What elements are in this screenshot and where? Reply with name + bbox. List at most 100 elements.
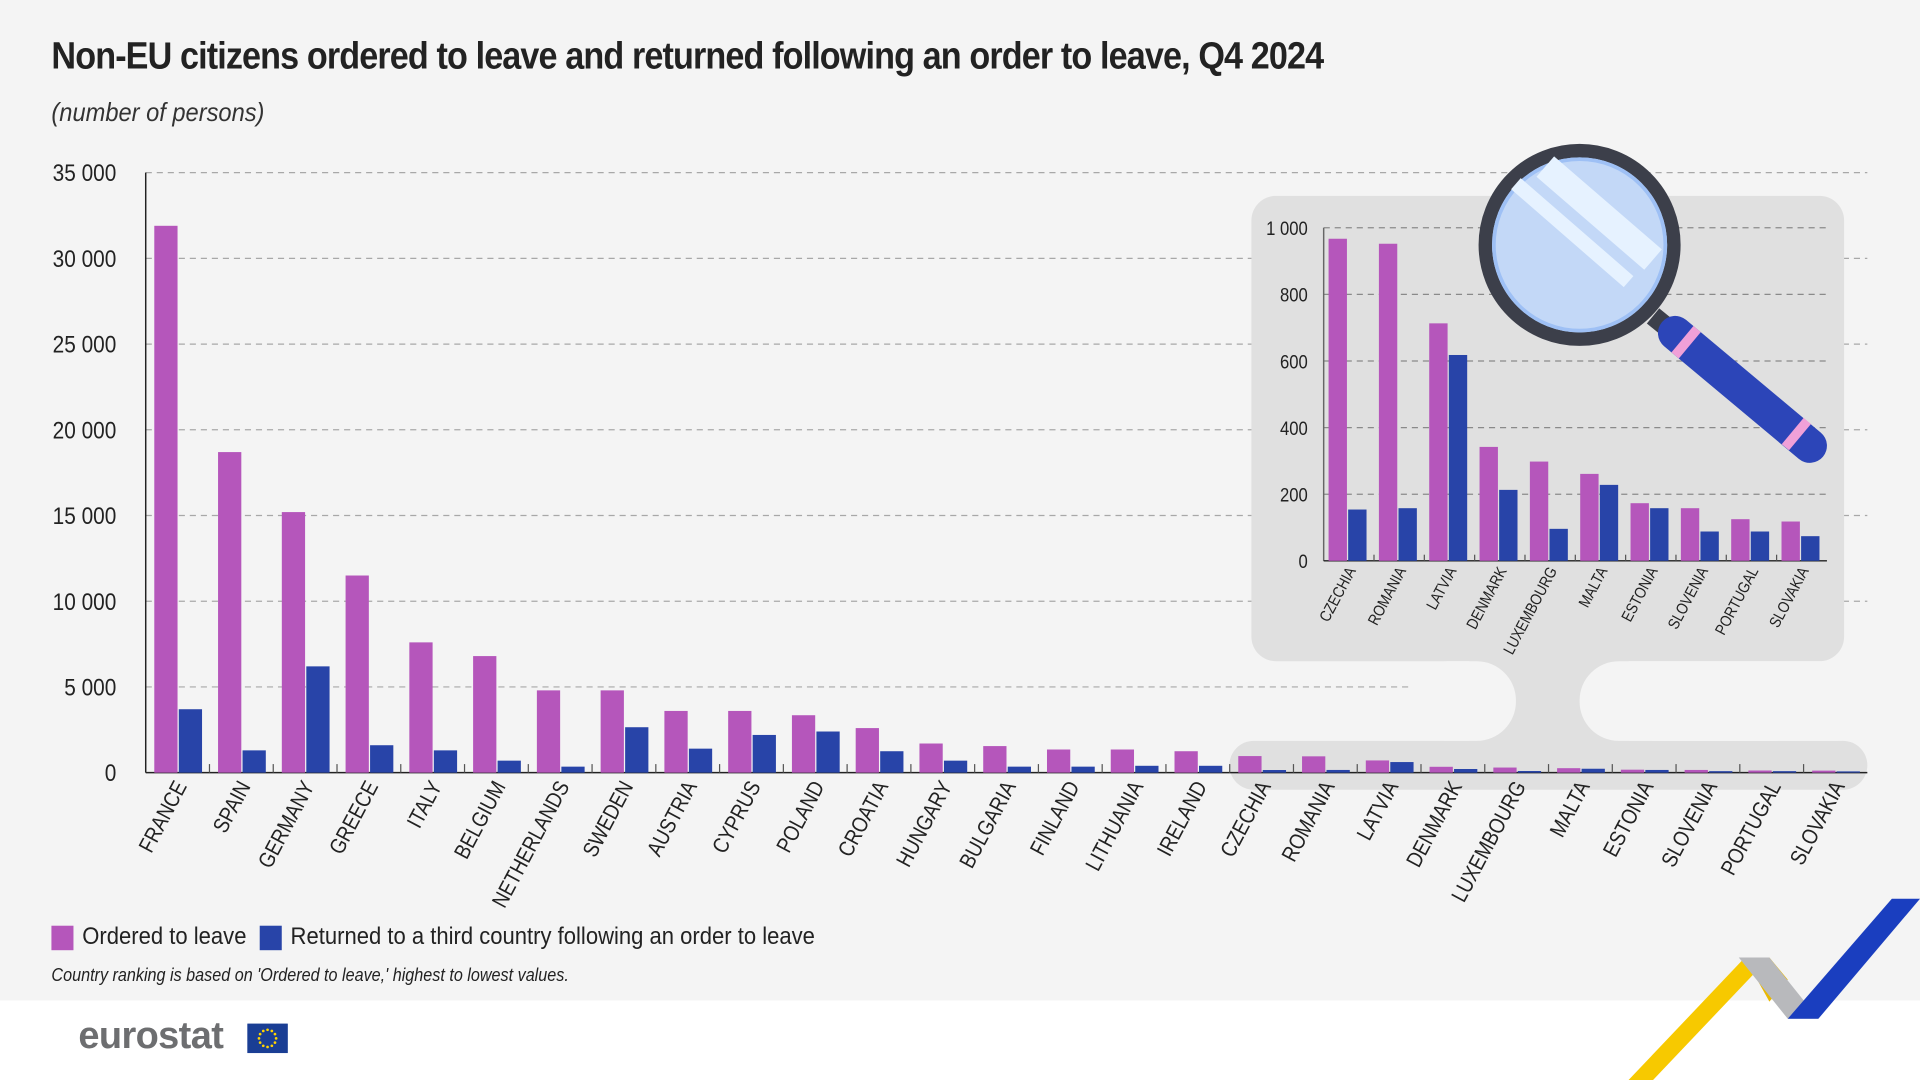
- bar-returned: [1326, 769, 1350, 773]
- y-tick-label: 15 000: [53, 501, 117, 529]
- legend: Ordered to leave Returned to a third cou…: [51, 923, 815, 951]
- inset-y-tick-label: 600: [1280, 351, 1308, 373]
- inset-bar-returned: [1750, 531, 1770, 561]
- bar-ordered: [983, 746, 1007, 773]
- inset-bar-ordered: [1378, 243, 1398, 561]
- chart-title: Non-EU citizens ordered to leave and ret…: [51, 34, 1324, 78]
- x-tick-label: ROMANIA: [1277, 777, 1340, 866]
- inset-bar-returned: [1348, 509, 1367, 561]
- x-tick-label: SLOVENIA: [1657, 777, 1723, 872]
- bar-returned: [433, 750, 458, 773]
- x-tick-label: CROATIA: [833, 777, 893, 861]
- inset-y-tick-label: 400: [1280, 418, 1308, 440]
- bar-returned: [1071, 766, 1095, 773]
- inset-bar-ordered: [1731, 519, 1750, 561]
- inset-y-tick-label: 1 000: [1266, 218, 1308, 240]
- x-tick-label: BULGARIA: [955, 777, 1021, 873]
- bar-ordered: [345, 575, 369, 773]
- legend-swatch-ordered: [51, 925, 74, 950]
- inset-bar-ordered: [1580, 473, 1599, 561]
- magnifier-glare: [1536, 156, 1662, 270]
- eurostat-logo: eurostat: [78, 1013, 224, 1057]
- inset-bar-ordered: [1429, 323, 1448, 561]
- y-tick-label: 25 000: [53, 330, 117, 358]
- inset-bar-returned: [1398, 508, 1417, 561]
- x-tick-label: HUNGARY: [892, 777, 958, 871]
- bar-ordered: [1557, 768, 1581, 773]
- x-tick-label: SLOVAKIA: [1785, 777, 1850, 869]
- inset-y-tick-label: 800: [1280, 284, 1308, 306]
- legend-item-returned: Returned to a third country following an…: [259, 923, 815, 951]
- inset-bar-returned: [1801, 536, 1820, 561]
- x-tick-label: SWEDEN: [578, 777, 638, 861]
- x-tick-label: AUSTRIA: [642, 777, 702, 861]
- magnifier-band: [1781, 417, 1811, 451]
- x-tick-label: BELGIUM: [450, 777, 511, 863]
- bar-returned: [1390, 762, 1414, 773]
- inset-bar-returned: [1700, 531, 1719, 561]
- inset-bar-ordered: [1680, 508, 1700, 561]
- bar-returned: [688, 748, 713, 773]
- magnifier-icon: [1478, 143, 1827, 463]
- x-tick-label: FRANCE: [134, 777, 192, 857]
- bar-ordered: [154, 225, 178, 773]
- bar-returned: [1199, 765, 1223, 773]
- y-tick-label: 5 000: [64, 673, 116, 701]
- bar-ordered: [1302, 756, 1326, 773]
- bar-returned: [943, 760, 968, 773]
- bar-returned: [1645, 769, 1669, 773]
- bar-ordered: [409, 642, 433, 773]
- x-tick-label: GREECE: [324, 777, 383, 858]
- y-tick-label: 0: [105, 759, 117, 787]
- inset-y-tick-label: 0: [1298, 551, 1307, 573]
- bar-returned: [1262, 770, 1287, 773]
- bar-ordered: [473, 656, 497, 773]
- x-tick-label: IRELAND: [1152, 777, 1212, 860]
- magnifier-band: [1671, 326, 1701, 359]
- inset-bar-ordered: [1630, 503, 1649, 561]
- inset-bar-returned: [1549, 528, 1568, 561]
- bar-ordered: [1429, 766, 1453, 773]
- bar-returned: [1135, 765, 1159, 773]
- bar-returned: [880, 751, 904, 773]
- x-tick-label: FINLAND: [1025, 777, 1084, 859]
- inset-bar-returned: [1650, 508, 1669, 561]
- magnifier-handle: [1657, 315, 1827, 463]
- bar-returned: [625, 727, 649, 773]
- legend-swatch-returned: [259, 925, 282, 950]
- footer: [0, 1000, 1920, 1080]
- bar-ordered: [1046, 749, 1071, 773]
- bar-returned: [1517, 771, 1542, 773]
- eu-flag-icon: [247, 1023, 288, 1054]
- x-tick-label: DENMARK: [1402, 777, 1468, 872]
- bar-ordered: [536, 690, 561, 773]
- bar-returned: [1581, 768, 1605, 773]
- inset-bar-returned: [1448, 354, 1468, 561]
- x-tick-label: ITALY: [402, 777, 447, 832]
- bar-ordered: [218, 452, 242, 773]
- ribbon-gray: [1738, 957, 1819, 1019]
- inset-bar-ordered: [1479, 446, 1498, 561]
- x-tick-label: LITHUANIA: [1081, 777, 1149, 875]
- bar-ordered: [1684, 769, 1708, 773]
- bar-ordered: [728, 710, 752, 773]
- bar-returned: [816, 731, 840, 773]
- ribbon-blue: [1787, 898, 1920, 1019]
- bar-returned: [178, 709, 203, 773]
- inset-bar-returned: [1499, 489, 1518, 561]
- bar-ordered: [281, 512, 306, 773]
- inset-bar-ordered: [1781, 521, 1800, 561]
- inset-bar-returned: [1599, 484, 1619, 561]
- magnifier-glare: [1511, 178, 1634, 288]
- legend-label-ordered: Ordered to leave: [82, 923, 247, 951]
- bar-ordered: [1110, 749, 1135, 773]
- eurostat-ribbon-decoration: [1628, 898, 1920, 1080]
- footnote: Country ranking is based on 'Ordered to …: [51, 964, 569, 986]
- bar-ordered: [1365, 760, 1390, 773]
- inset-bar-ordered: [1529, 461, 1549, 561]
- bar-returned: [242, 750, 266, 773]
- bar-returned: [561, 766, 585, 773]
- chart-subtitle: (number of persons): [51, 99, 265, 128]
- ribbon-yellow: [1628, 957, 1770, 1080]
